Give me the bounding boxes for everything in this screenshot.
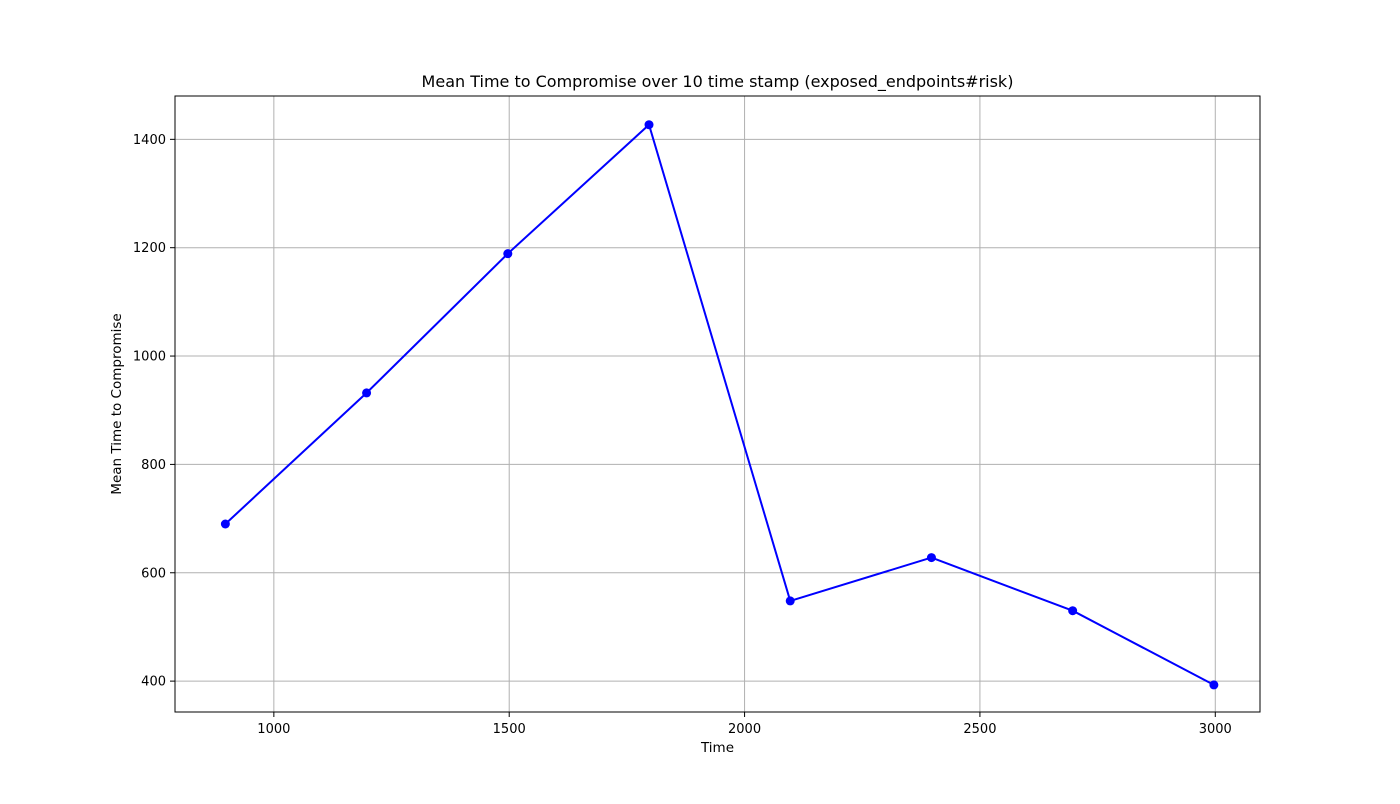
x-tick-label: 1000 xyxy=(257,722,290,737)
plot-area-frame xyxy=(174,95,1261,713)
y-axis-label: Mean Time to Compromise xyxy=(109,313,125,494)
x-axis-label: Time xyxy=(700,740,734,756)
grid-lines xyxy=(175,96,1260,712)
data-point xyxy=(220,519,230,529)
axis-ticks: 1000 1500 2000 2500 3000 400 600 800 1000 1200 140… xyxy=(133,133,1232,737)
x-tick-label: 3000 xyxy=(1199,722,1232,737)
x-tick-label: 1500 xyxy=(493,722,526,737)
data-point xyxy=(926,553,936,563)
y-tick-label: 1400 xyxy=(133,133,166,148)
y-tick-label: 600 xyxy=(141,566,166,581)
data-point xyxy=(1209,680,1219,690)
series-line xyxy=(224,123,1215,686)
y-tick-label: 1200 xyxy=(133,241,166,256)
y-tick-label: 1000 xyxy=(133,350,166,365)
data-point xyxy=(785,596,795,606)
y-tick-label: 400 xyxy=(141,675,166,690)
chart-title: Mean Time to Compromise over 10 time sta… xyxy=(422,72,1014,92)
y-tick-label: 800 xyxy=(141,458,166,473)
x-tick-label: 2000 xyxy=(728,722,761,737)
data-point xyxy=(503,249,513,259)
data-point xyxy=(1068,606,1078,616)
data-point xyxy=(644,120,654,130)
series-layer xyxy=(220,120,1219,690)
x-tick-label: 2500 xyxy=(963,722,996,737)
data-point xyxy=(362,388,372,398)
